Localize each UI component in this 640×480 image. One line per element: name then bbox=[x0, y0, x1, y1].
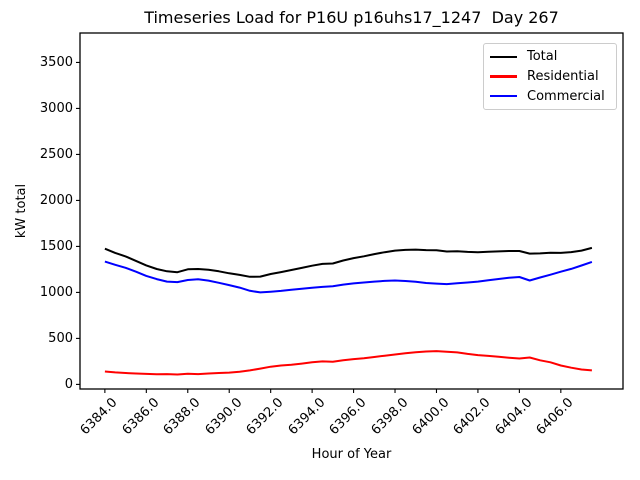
y-tick-label: 1000 bbox=[39, 284, 73, 300]
legend-entry-commercial: Commercial bbox=[490, 90, 610, 103]
legend-label-commercial: Commercial bbox=[527, 88, 605, 104]
series-line-residential bbox=[104, 350, 592, 376]
y-tick-label: 3500 bbox=[39, 54, 73, 70]
series-line-commercial bbox=[104, 260, 593, 294]
legend-entry-residential: Residential bbox=[490, 70, 610, 83]
series-line-total bbox=[104, 246, 593, 278]
y-axis-label: kW total bbox=[14, 183, 29, 239]
legend: Total Residential Commercial bbox=[483, 43, 617, 110]
chart-title: Timeseries Load for P16U p16uhs17_1247 D… bbox=[144, 8, 559, 27]
residential-line-swatch-icon bbox=[490, 75, 517, 78]
axes-frame bbox=[79, 32, 624, 390]
y-tick-label: 0 bbox=[64, 376, 73, 392]
legend-label-total: Total bbox=[527, 49, 558, 65]
y-tick-label: 500 bbox=[48, 330, 73, 346]
y-tick-label: 1500 bbox=[39, 238, 73, 254]
x-axis-label: Hour of Year bbox=[311, 447, 392, 462]
legend-entry-total: Total bbox=[490, 50, 610, 63]
commercial-line-swatch-icon bbox=[490, 94, 517, 98]
y-tick-label: 2000 bbox=[39, 192, 73, 208]
y-tick-label: 3000 bbox=[39, 100, 73, 116]
legend-label-residential: Residential bbox=[527, 68, 599, 84]
total-line-swatch-icon bbox=[490, 55, 517, 59]
y-tick-label: 2500 bbox=[39, 146, 73, 162]
